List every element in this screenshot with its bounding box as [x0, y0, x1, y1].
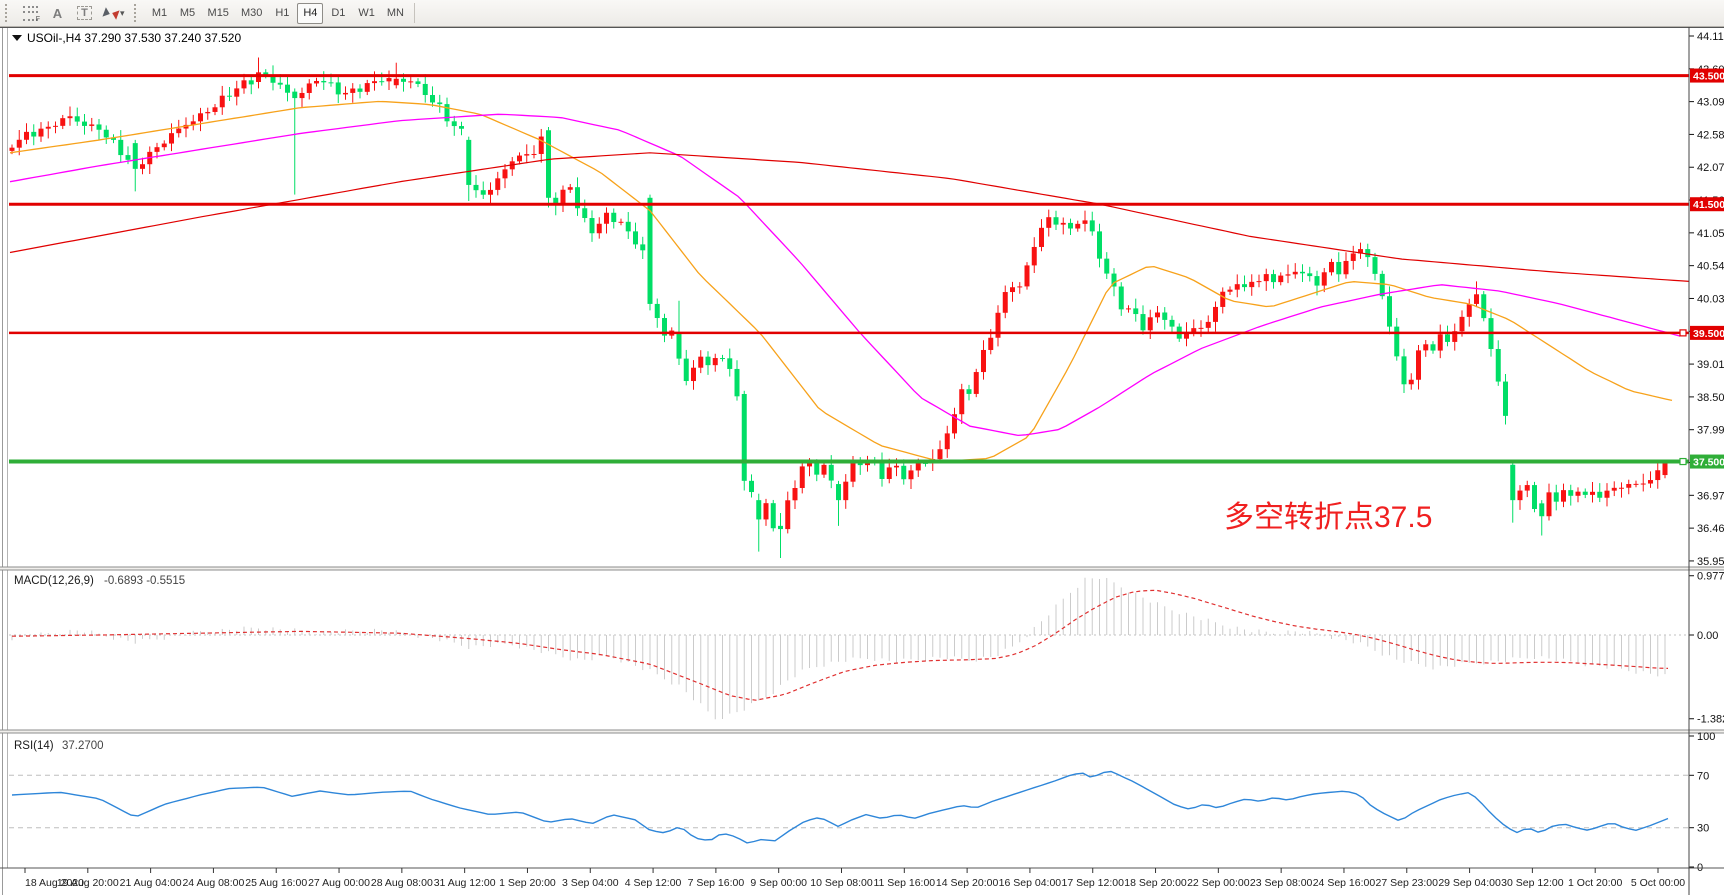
rsi-label: RSI(14) [14, 740, 54, 752]
timeframe-button-m15[interactable]: M15 [203, 3, 234, 24]
svg-text:40.545: 40.545 [1697, 261, 1724, 273]
svg-text:17 Sep 12:00: 17 Sep 12:00 [1061, 877, 1124, 889]
svg-text:24 Aug 08:00: 24 Aug 08:00 [182, 877, 244, 889]
timeframe-button-m30[interactable]: M30 [236, 3, 267, 24]
svg-text:27 Sep 23:00: 27 Sep 23:00 [1376, 877, 1439, 889]
arrow-objects-tool-button[interactable]: ▾ [99, 3, 130, 24]
svg-text:23 Sep 08:00: 23 Sep 08:00 [1250, 877, 1313, 889]
svg-text:43.500: 43.500 [1693, 71, 1724, 83]
svg-text:24 Sep 16:00: 24 Sep 16:00 [1313, 877, 1376, 889]
timeframe-button-m1[interactable]: M1 [147, 3, 173, 24]
svg-text:14 Sep 20:00: 14 Sep 20:00 [936, 877, 999, 889]
timeframe-button-mn[interactable]: MN [382, 3, 409, 24]
rsi-line [11, 770, 1669, 844]
svg-text:22 Sep 00:00: 22 Sep 00:00 [1187, 877, 1250, 889]
candles-layer [9, 57, 1668, 559]
arrows-icon [102, 7, 120, 20]
timeframe-group: M1 M5 M15 M30 H1 H4 D1 W1 MN [146, 2, 410, 24]
macd-signal-line [11, 589, 1669, 701]
svg-text:36.975: 36.975 [1697, 490, 1724, 502]
timeframe-button-h4[interactable]: H4 [297, 2, 324, 24]
svg-text:37.995: 37.995 [1697, 425, 1724, 437]
svg-text:35.955: 35.955 [1697, 556, 1724, 568]
svg-text:29 Sep 04:00: 29 Sep 04:00 [1438, 877, 1501, 889]
chevron-down-icon: ▾ [120, 7, 125, 18]
svg-text:40.035: 40.035 [1697, 293, 1724, 305]
svg-text:28 Aug 08:00: 28 Aug 08:00 [371, 877, 433, 889]
rsi-value: 37.2700 [62, 740, 104, 752]
svg-text:19 Aug 20:00: 19 Aug 20:00 [57, 877, 119, 889]
svg-text:38.505: 38.505 [1697, 392, 1724, 404]
chart-title: USOil-,H4 37.290 37.530 37.240 37.520 [27, 31, 241, 45]
grid-snap-tool-button[interactable]: F [18, 3, 43, 24]
svg-text:3 Sep 04:00: 3 Sep 04:00 [562, 877, 619, 889]
svg-text:0.9779: 0.9779 [1697, 571, 1724, 583]
svg-text:30: 30 [1697, 823, 1709, 835]
svg-text:27 Aug 00:00: 27 Aug 00:00 [308, 877, 370, 889]
axes-layer: 44.11543.60543.09542.58542.07541.56541.0… [0, 27, 1724, 895]
svg-text:5 Oct 00:00: 5 Oct 00:00 [1631, 877, 1685, 889]
svg-text:44.115: 44.115 [1697, 31, 1724, 43]
svg-text:1 Sep 20:00: 1 Sep 20:00 [499, 877, 556, 889]
svg-text:41.500: 41.500 [1693, 199, 1724, 211]
svg-text:39.500: 39.500 [1693, 328, 1724, 340]
svg-text:25 Aug 16:00: 25 Aug 16:00 [245, 877, 307, 889]
svg-text:31 Aug 12:00: 31 Aug 12:00 [434, 877, 496, 889]
toolbar-grip[interactable] [5, 4, 12, 22]
toolbar: F A T ▾ M1 M5 M15 M30 H1 H4 D1 W1 MN [0, 0, 1724, 27]
symbol-dropdown-icon[interactable] [12, 35, 22, 41]
svg-text:41.055: 41.055 [1697, 228, 1724, 240]
text-t-icon: T [77, 6, 92, 20]
svg-text:21 Aug 04:00: 21 Aug 04:00 [120, 877, 182, 889]
svg-text:43.095: 43.095 [1697, 97, 1724, 109]
svg-text:7 Sep 16:00: 7 Sep 16:00 [688, 877, 745, 889]
svg-text:70: 70 [1697, 770, 1709, 782]
macd-label: MACD(12,26,9) [14, 575, 94, 587]
timeframe-button-w1[interactable]: W1 [353, 3, 380, 24]
svg-text:42.585: 42.585 [1697, 129, 1724, 141]
svg-text:36.465: 36.465 [1697, 523, 1724, 535]
toolbar-grip-2[interactable] [133, 4, 141, 22]
chart-graphics: 44.11543.60543.09542.58542.07541.56541.0… [0, 27, 1724, 895]
grid-icon: F [23, 5, 40, 23]
svg-text:4 Sep 12:00: 4 Sep 12:00 [625, 877, 682, 889]
ma-mid-magenta [9, 113, 1681, 437]
text-box-tool-button[interactable]: T [72, 3, 97, 24]
svg-text:37.500: 37.500 [1693, 457, 1724, 469]
horizontal-levels-layer[interactable] [9, 74, 1689, 466]
svg-text:100: 100 [1697, 731, 1715, 743]
ma-fast-orange [9, 100, 1673, 462]
text-label-tool-button[interactable]: A [45, 3, 70, 24]
svg-text:39.015: 39.015 [1697, 359, 1724, 371]
text-a-icon: A [52, 5, 63, 21]
macd-values: -0.6893 -0.5515 [104, 575, 185, 587]
svg-text:18 Aug 2020: 18 Aug 2020 [25, 877, 84, 889]
indicator-panels-layer [0, 566, 1724, 844]
chart-window[interactable]: 44.11543.60543.09542.58542.07541.56541.0… [0, 27, 1724, 895]
price-chart-svg[interactable]: 44.11543.60543.09542.58542.07541.56541.0… [0, 27, 1724, 895]
svg-text:11 Sep 16:00: 11 Sep 16:00 [873, 877, 935, 889]
annotation-text[interactable]: 多空转折点37.5 [1224, 501, 1432, 534]
svg-text:-1.382: -1.382 [1697, 714, 1724, 726]
timeframe-button-m5[interactable]: M5 [175, 3, 201, 24]
ma-slow-red [9, 152, 1690, 282]
svg-text:10 Sep 08:00: 10 Sep 08:00 [810, 877, 873, 889]
moving-averages-layer [9, 100, 1690, 462]
svg-text:1 Oct 20:00: 1 Oct 20:00 [1568, 877, 1622, 889]
toolbar-separator [413, 3, 415, 23]
svg-text:9 Sep 00:00: 9 Sep 00:00 [750, 877, 807, 889]
svg-text:42.075: 42.075 [1697, 162, 1724, 174]
svg-text:16 Sep 04:00: 16 Sep 04:00 [999, 877, 1062, 889]
timeframe-button-d1[interactable]: D1 [325, 3, 351, 24]
svg-text:18 Sep 20:00: 18 Sep 20:00 [1124, 877, 1187, 889]
timeframe-button-h1[interactable]: H1 [269, 3, 295, 24]
svg-text:0.00: 0.00 [1697, 630, 1718, 642]
svg-text:30 Sep 12:00: 30 Sep 12:00 [1501, 877, 1564, 889]
